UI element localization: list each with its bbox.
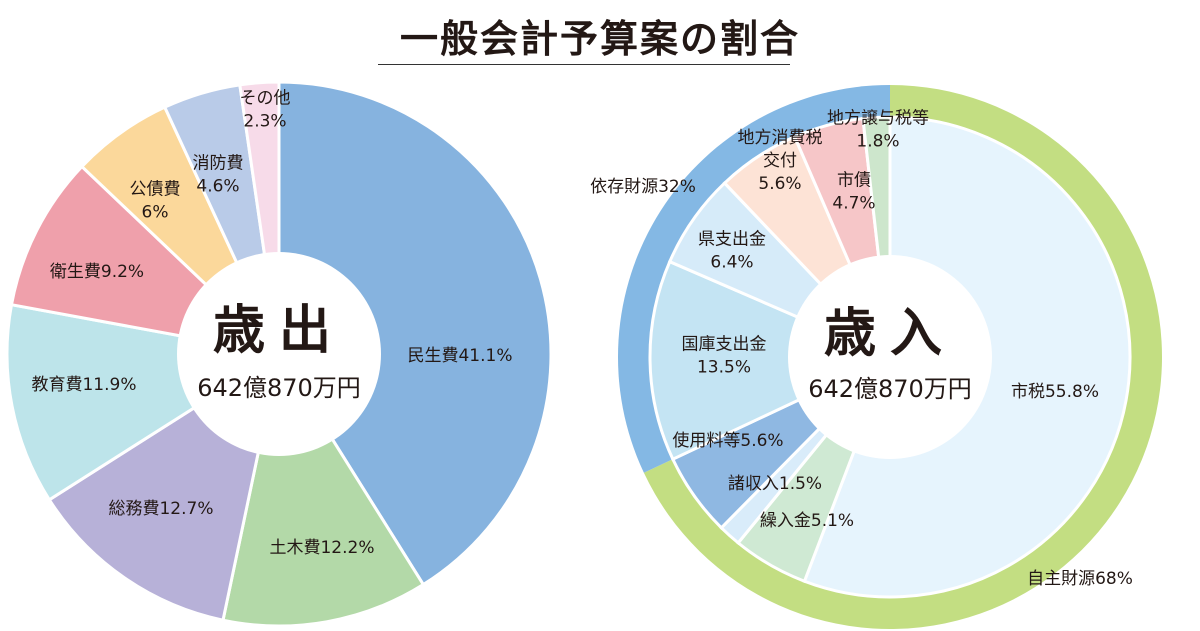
revenue-label-5: 県支出金 6.4% bbox=[698, 230, 766, 273]
expenditure-slice-0 bbox=[277, 80, 553, 587]
expenditure-center-total: 642億870万円 bbox=[197, 374, 361, 402]
expenditure-label-7: その他 2.3% bbox=[240, 89, 291, 132]
expenditure-center-title: 歳出 bbox=[213, 301, 345, 361]
page-title: 一般会計予算案の割合 bbox=[399, 17, 800, 61]
expenditure-label-5: 公債費 6% bbox=[130, 180, 181, 223]
revenue-label-7: 市債 4.7% bbox=[832, 171, 875, 214]
title-underline bbox=[378, 64, 790, 65]
slice-labels: 民生費41.1% 土木費12.2% 総務費12.7% 教育費11.9% 衛生費9.2% 公… bbox=[31, 89, 1132, 590]
revenue-pie: 歳入 642億870万円 bbox=[618, 85, 1162, 630]
revenue-ring-label-0: 自主財源68% bbox=[1027, 569, 1133, 589]
revenue-label-1: 繰入金5.1% bbox=[760, 511, 854, 531]
revenue-label-3: 使用料等5.6% bbox=[672, 430, 783, 451]
revenue-label-6: 地方消費税交付 5.6% bbox=[738, 128, 823, 194]
expenditure-center-hole bbox=[177, 252, 381, 456]
expenditure-label-6: 消防費 4.6% bbox=[193, 154, 244, 197]
expenditure-pie: 歳出 642億870万円 bbox=[5, 80, 553, 628]
revenue-ring-label-1: 依存財源32% bbox=[590, 177, 696, 197]
expenditure-label-2: 総務費12.7% bbox=[108, 499, 213, 519]
revenue-slice-4 bbox=[648, 259, 894, 462]
revenue-center-total: 642億870万円 bbox=[808, 375, 972, 403]
expenditure-label-3: 教育費11.9% bbox=[31, 375, 136, 395]
revenue-center-title: 歳入 bbox=[824, 304, 956, 364]
revenue-label-0: 市税55.8% bbox=[1011, 382, 1099, 402]
expenditure-label-4: 衛生費9.2% bbox=[50, 262, 144, 282]
expenditure-label-1: 土木費12.2% bbox=[269, 538, 374, 558]
expenditure-label-0: 民生費41.1% bbox=[407, 346, 512, 366]
revenue-label-4: 国庫支出金 13.5% bbox=[682, 335, 767, 378]
revenue-label-2: 諸収入1.5% bbox=[728, 474, 822, 494]
revenue-center-hole bbox=[788, 255, 992, 459]
revenue-label-8: 地方譲与税等 1.8% bbox=[827, 109, 929, 152]
